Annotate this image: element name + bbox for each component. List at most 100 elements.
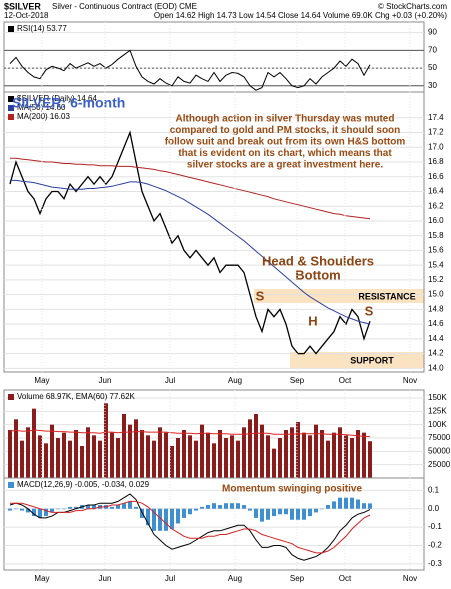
bar xyxy=(110,506,114,509)
bar xyxy=(230,503,234,509)
bar xyxy=(194,440,198,478)
bar xyxy=(188,435,192,478)
bar xyxy=(104,403,108,478)
source: © StockCharts.com xyxy=(378,2,447,11)
commentary: silver stocks are a great investment her… xyxy=(187,160,383,171)
bar xyxy=(362,432,366,478)
bar xyxy=(236,440,240,478)
bar xyxy=(86,505,90,509)
bar xyxy=(62,508,66,510)
bar xyxy=(74,430,78,478)
support-band xyxy=(290,352,424,368)
bar xyxy=(14,419,18,478)
bar xyxy=(326,505,330,509)
x-tick-label: May xyxy=(34,574,49,583)
legend-label: $SILVER (Daily) 14.64 xyxy=(17,94,97,103)
series-line xyxy=(9,429,371,438)
bar xyxy=(68,506,72,509)
commentary: compared to gold and PM stocks, it shoul… xyxy=(170,125,401,136)
bar xyxy=(248,508,252,511)
bar xyxy=(320,508,324,510)
commentary: Although action in silver Thursday was m… xyxy=(176,114,395,125)
y-tick-label: 75000 xyxy=(428,433,451,442)
bar xyxy=(308,508,312,517)
y-tick-label: -0.2 xyxy=(428,541,442,550)
x-tick-label: Sep xyxy=(290,376,305,385)
bar xyxy=(152,440,156,478)
bar xyxy=(26,508,30,513)
x-tick-label: Sep xyxy=(290,574,305,583)
bar xyxy=(272,508,276,517)
bar xyxy=(272,448,276,478)
bar xyxy=(146,435,150,478)
bar xyxy=(218,430,222,478)
series-line xyxy=(10,179,371,325)
commentary: that is evident on its chart, which mean… xyxy=(178,148,392,159)
bar xyxy=(314,508,318,513)
y-tick-label: 50000 xyxy=(428,446,451,455)
x-tick-label: Aug xyxy=(228,574,242,583)
bar xyxy=(74,506,78,509)
bar xyxy=(254,508,258,518)
bar xyxy=(8,430,12,478)
legend-swatch xyxy=(8,114,14,120)
pattern-label: Bottom xyxy=(295,267,341,282)
legend-label: Volume 68.97K, EMA(60) 77.62K xyxy=(17,392,136,401)
bar xyxy=(332,432,336,478)
shoulder-label: S xyxy=(256,288,265,303)
bar xyxy=(92,435,96,478)
bar xyxy=(266,435,270,478)
bar xyxy=(314,424,318,478)
y-tick-label: 30 xyxy=(428,81,437,90)
bar xyxy=(146,508,150,526)
y-tick-label: 125K xyxy=(428,406,447,415)
bar xyxy=(212,503,216,509)
bar xyxy=(176,438,180,478)
bar xyxy=(158,427,162,478)
y-tick-label: 0.1 xyxy=(428,485,440,494)
y-tick-label: 15.2 xyxy=(428,275,444,284)
bar xyxy=(254,414,258,478)
bar xyxy=(218,505,222,509)
bar xyxy=(164,432,168,478)
bar xyxy=(80,446,84,478)
panel xyxy=(3,91,425,373)
bar xyxy=(38,435,42,478)
bar xyxy=(224,503,228,509)
bar xyxy=(68,440,72,478)
y-tick-label: 17.4 xyxy=(428,113,444,122)
x-tick-label: Jun xyxy=(99,574,112,583)
bar xyxy=(308,435,312,478)
series-line xyxy=(9,49,371,91)
bar xyxy=(116,438,120,478)
bar xyxy=(224,438,228,478)
bar xyxy=(344,497,348,509)
bar xyxy=(20,508,24,511)
bar xyxy=(20,440,24,478)
bar xyxy=(134,419,138,478)
legend-label: MA(200) 16.03 xyxy=(17,112,70,121)
y-tick-label: 70 xyxy=(428,45,437,54)
y-tick-label: 14.6 xyxy=(428,319,444,328)
bar xyxy=(32,408,36,478)
bar xyxy=(350,497,354,509)
shoulder-label: S xyxy=(365,303,374,318)
bar xyxy=(44,508,48,517)
bar xyxy=(320,430,324,478)
y-tick-label: 15.8 xyxy=(428,231,444,240)
y-tick-label: 14.8 xyxy=(428,304,444,313)
bar xyxy=(356,430,360,478)
y-tick-label: 14.4 xyxy=(428,334,444,343)
bar xyxy=(50,508,54,513)
bar xyxy=(350,438,354,478)
x-tick-label: Oct xyxy=(339,574,352,583)
bar xyxy=(332,501,336,509)
y-tick-label: 16.4 xyxy=(428,187,444,196)
bar xyxy=(8,508,12,511)
bar xyxy=(290,427,294,478)
bar xyxy=(260,508,264,522)
y-tick-label: 14.0 xyxy=(428,363,444,372)
bar xyxy=(26,427,30,478)
y-tick-label: 17.2 xyxy=(428,128,444,137)
